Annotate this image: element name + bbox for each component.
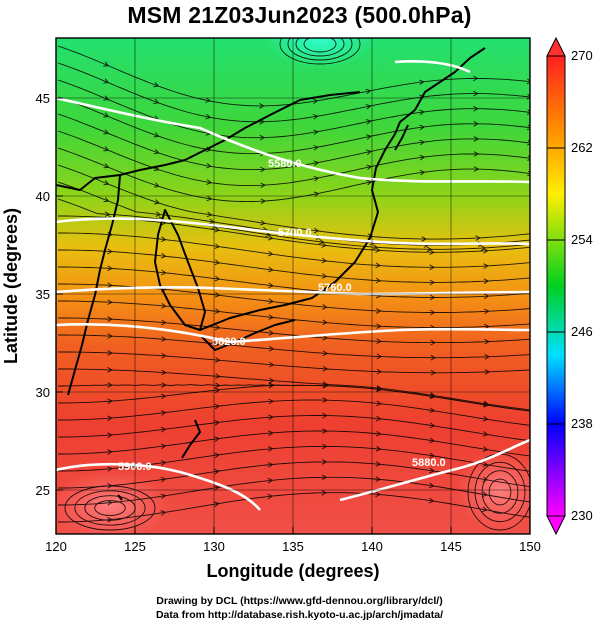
colorbar-tick-238: 238	[571, 416, 593, 431]
streamline-13	[58, 266, 530, 298]
x-tick-125: 125	[124, 539, 146, 554]
contour-5820	[56, 323, 530, 344]
cold-core-blob	[265, 38, 375, 68]
contour-5880	[339, 438, 530, 502]
streamline-6	[57, 147, 530, 203]
streamline-23	[58, 415, 530, 442]
chart-title: MSM 21Z03Jun2023 (500.0hPa)	[127, 2, 472, 28]
circulation-ring	[94, 500, 126, 516]
cold-core-ring	[303, 38, 337, 53]
y-tick-35: 35	[36, 287, 50, 302]
streamline-17	[58, 334, 530, 359]
x-tick-120: 120	[45, 539, 67, 554]
contour-label-5700: 5700.0	[278, 227, 312, 239]
colorbar-bottom-arrow	[546, 515, 566, 536]
y-axis-label: Latitude (degrees)	[1, 208, 21, 364]
colorbar-tick-230: 230	[571, 508, 593, 523]
cold-core-ring	[295, 38, 345, 57]
colorbar-tick-270: 270	[571, 48, 593, 63]
streamline-27	[58, 476, 530, 506]
circulation-ring	[488, 478, 512, 506]
credit-data: Data from http://database.rish.kyoto-u.a…	[155, 609, 444, 621]
colorbar: 270 262 254 246 238 230	[546, 36, 593, 536]
y-tick-30: 30	[36, 385, 50, 400]
graticule	[56, 38, 530, 534]
contour-5700	[56, 217, 530, 246]
streamline-arrowhead	[527, 124, 530, 131]
colorbar-top-arrow	[546, 36, 566, 57]
contour-5760	[56, 285, 530, 296]
streamline-22	[58, 399, 530, 426]
coastlines	[56, 47, 486, 501]
x-tick-130: 130	[203, 539, 225, 554]
colorbar-tick-262: 262	[571, 140, 593, 155]
cold-core-ring	[279, 38, 361, 65]
credit-drawing: Drawing by DCL (https://www.gfd-dennou.o…	[156, 595, 443, 607]
colorbar-tick-246: 246	[571, 324, 593, 339]
circulation-ring	[64, 485, 156, 531]
contour-5900	[56, 462, 261, 511]
x-tick-135: 135	[282, 539, 304, 554]
height-contours	[56, 60, 530, 511]
contour-label-5760: 5760.0	[318, 282, 352, 294]
streamline-18	[58, 351, 530, 374]
contour-label-5880: 5880.0	[412, 457, 446, 469]
contour-label-5820: 5820.0	[212, 336, 246, 348]
streamline-arrowhead	[526, 109, 530, 115]
streamline-28	[58, 492, 530, 523]
streamline-16	[58, 317, 530, 344]
streamline-19	[58, 368, 530, 411]
y-tick-45: 45	[36, 91, 50, 106]
cold-core-ring	[287, 38, 353, 61]
x-tick-145: 145	[440, 539, 462, 554]
y-tick-40: 40	[36, 189, 50, 204]
circulation-ring	[74, 490, 146, 526]
x-axis-label: Longitude (degrees)	[206, 561, 379, 581]
circulation-ring	[474, 461, 526, 523]
streamline-11	[58, 232, 530, 268]
contour-5580	[56, 96, 530, 184]
x-tick-140: 140	[361, 539, 383, 554]
streamline-7	[57, 164, 530, 240]
streamline-26	[58, 461, 530, 489]
y-tick-25: 25	[36, 483, 50, 498]
circulation-ring	[481, 470, 519, 514]
colorbar-tick-254: 254	[571, 232, 593, 247]
streamline-arrowhead	[526, 78, 530, 85]
x-tick-150: 150	[519, 539, 541, 554]
streamline-arrowhead	[527, 139, 530, 146]
streamline-24	[58, 430, 530, 457]
contour-label-5580: 5580.0	[268, 158, 302, 170]
streamline-21	[58, 384, 530, 412]
contour-5600	[394, 60, 471, 74]
streamline-arrowhead	[526, 93, 530, 100]
